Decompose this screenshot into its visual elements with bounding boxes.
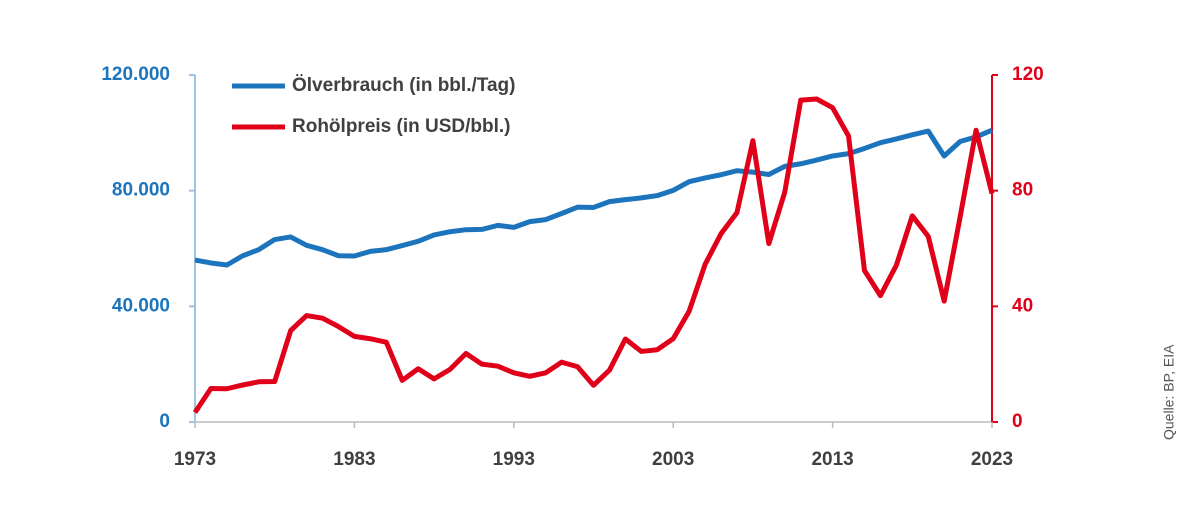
y2-tick-label: 40 (1012, 295, 1033, 316)
x-tick-label: 2013 (811, 449, 853, 470)
y-tick-label: 0 (159, 411, 170, 432)
y-tick-label: 40.000 (112, 295, 170, 316)
legend-label: Rohölpreis (in USD/bbl.) (292, 116, 511, 137)
y-tick-label: 120.000 (101, 64, 170, 85)
y2-tick-label: 120 (1012, 64, 1044, 85)
x-tick-label: 2023 (971, 449, 1013, 470)
x-tick-label: 1973 (174, 449, 216, 470)
x-tick-label: 1983 (333, 449, 375, 470)
y-tick-label: 80.000 (112, 180, 170, 201)
series-line (194, 127, 993, 268)
x-tick-label: 2003 (652, 449, 694, 470)
legend-label: Ölverbrauch (in bbl./Tag) (292, 75, 515, 96)
y2-tick-label: 0 (1012, 411, 1023, 432)
series-line (192, 96, 995, 414)
source: Quelle: BP, EIA (1161, 344, 1177, 440)
y2-tick-label: 80 (1012, 180, 1033, 201)
x-tick-label: 1993 (493, 449, 535, 470)
